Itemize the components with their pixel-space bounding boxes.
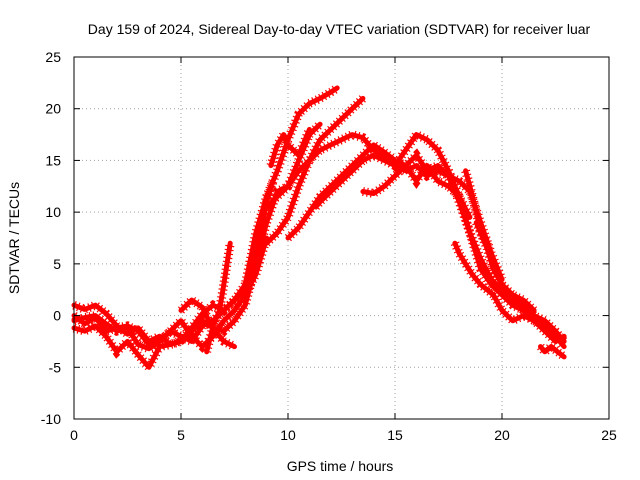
y-tick-label: -5 — [49, 359, 62, 375]
chart-title: Day 159 of 2024, Sidereal Day-to-day VTE… — [88, 21, 591, 37]
x-tick-label: 25 — [601, 427, 617, 443]
series-line-trace-8 — [204, 240, 233, 355]
x-tick-label: 10 — [280, 427, 296, 443]
series-line-trace-14 — [452, 240, 548, 329]
plot-frame — [73, 56, 610, 420]
y-tick-label: 25 — [45, 49, 61, 65]
y-tick-label: 0 — [53, 308, 61, 324]
y-tick-label: -10 — [41, 411, 61, 427]
tick-labels: 0 5 10 15 20 25 -10 -5 0 5 10 15 20 25 — [41, 49, 617, 443]
series-markers-trace-11 — [312, 150, 507, 282]
series-markers-trace-5 — [263, 95, 367, 247]
series-layer — [71, 84, 568, 376]
series-markers-trace-15 — [537, 340, 567, 361]
x-tick-label: 15 — [387, 427, 403, 443]
series-markers-trace-6 — [71, 236, 271, 353]
series-markers-trace-16 — [472, 220, 538, 314]
series-markers-trace-7 — [177, 294, 237, 351]
tick-marks — [73, 56, 610, 420]
y-tick-label: 10 — [45, 204, 61, 220]
series-markers-trace-12 — [362, 157, 474, 220]
y-tick-label: 20 — [45, 101, 61, 117]
y-tick-label: 15 — [45, 152, 61, 168]
x-tick-label: 5 — [177, 427, 185, 443]
series-markers-trace-4 — [72, 120, 324, 376]
x-tick-label: 20 — [494, 427, 510, 443]
series-markers-trace-3 — [72, 84, 340, 354]
x-axis-label: GPS time / hours — [287, 458, 394, 474]
x-tick-label: 0 — [70, 427, 78, 443]
y-axis-label: SDTVAR / TECUs — [6, 182, 22, 294]
y-tick-label: 5 — [53, 256, 61, 272]
